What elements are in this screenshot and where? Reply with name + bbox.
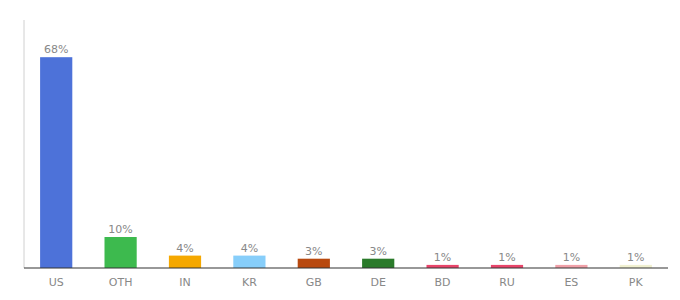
x-tick-label: GB (306, 276, 322, 289)
data-label: 1% (563, 251, 580, 264)
x-tick-label: RU (499, 276, 515, 289)
y-axis-line (24, 20, 25, 268)
data-label: 68% (44, 43, 68, 56)
x-tick-label: OTH (109, 276, 133, 289)
bars (40, 57, 652, 268)
x-axis-line (24, 267, 668, 268)
data-label: 3% (369, 245, 386, 258)
data-label: 4% (241, 242, 258, 255)
data-label: 1% (627, 251, 644, 264)
bar (362, 259, 394, 268)
data-label: 3% (305, 245, 322, 258)
x-tick-label: US (49, 276, 64, 289)
bar (169, 256, 201, 268)
x-tick-label: KR (242, 276, 257, 289)
x-tick-label: DE (370, 276, 385, 289)
bar (40, 57, 72, 268)
x-tick-label: ES (564, 276, 578, 289)
x-tick-label: BD (435, 276, 451, 289)
x-tick-label: IN (179, 276, 190, 289)
bar (233, 256, 265, 268)
data-label: 1% (498, 251, 515, 264)
chart: 68% 10% 4% 4% 3% 3% 1% 1% 1% 1% US OTH IN KR GB DE BD RU E… (0, 0, 680, 300)
data-label: 1% (434, 251, 451, 264)
data-label: 4% (176, 242, 193, 255)
bar (298, 259, 330, 268)
x-tick-label: PK (629, 276, 644, 289)
data-label: 10% (108, 223, 132, 236)
bar (105, 237, 137, 268)
